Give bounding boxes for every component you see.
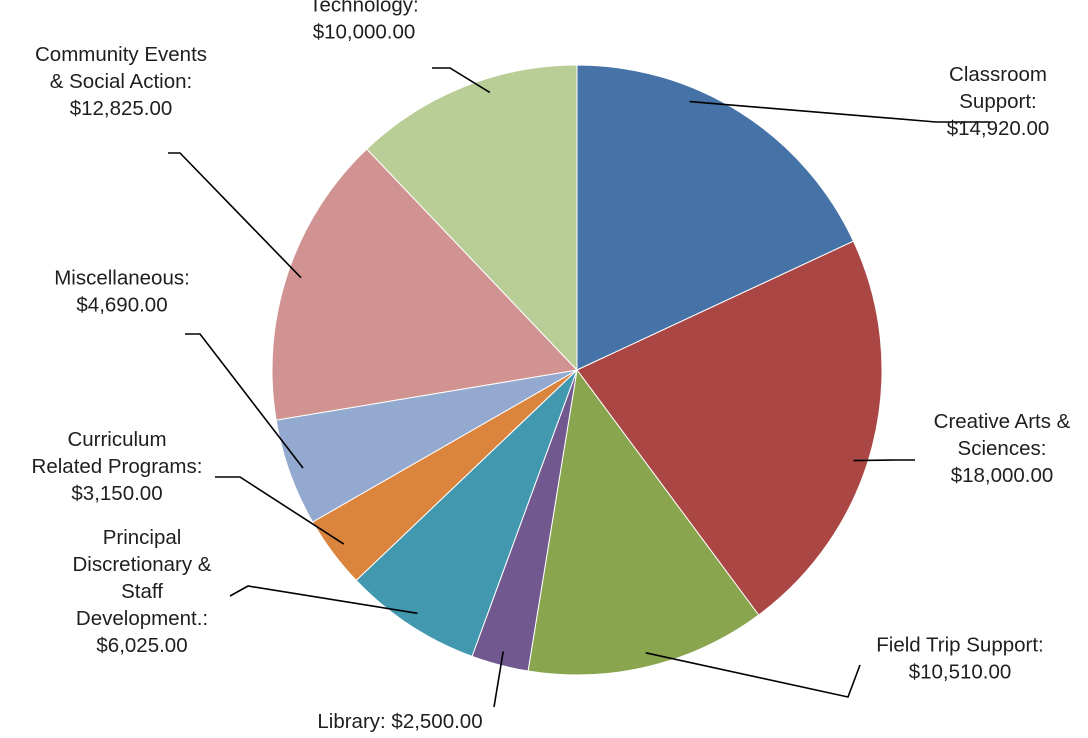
slice-label: Classroom Support: $14,920.00 bbox=[947, 63, 1050, 140]
slice-name-label: Development.: bbox=[76, 607, 208, 630]
slice-label: Community Events & Social Action: $12,825.… bbox=[35, 43, 207, 120]
slice-label: Curriculum Related Programs: $3,150.00 bbox=[32, 428, 203, 505]
slice-value-label: $12,825.00 bbox=[70, 97, 173, 120]
slice-value-label: $10,510.00 bbox=[909, 661, 1012, 684]
slice-name-label: Discretionary & bbox=[73, 553, 212, 576]
pie-slice-field-trip-support bbox=[527, 368, 760, 676]
slice-name-label: Community Events bbox=[35, 43, 207, 66]
slice-name-label: Related Programs: bbox=[32, 455, 203, 478]
slice-name-label: Support: bbox=[959, 90, 1037, 113]
leader-line bbox=[215, 476, 345, 545]
slice-value-label: $6,025.00 bbox=[96, 634, 187, 657]
leader-line bbox=[853, 459, 915, 462]
slice-name-label: Library: $2,500.00 bbox=[317, 710, 482, 733]
leader-line bbox=[432, 67, 491, 94]
leader-line bbox=[689, 100, 990, 123]
slice-name-label: & Social Action: bbox=[50, 70, 192, 93]
slice-label: Technology: $10,000.00 bbox=[309, 0, 418, 44]
pie-slice-community-events-social-action bbox=[271, 148, 579, 421]
slice-value-label: $14,920.00 bbox=[947, 117, 1050, 140]
slice-name-label: Curriculum bbox=[67, 428, 166, 451]
slice-name-label: Sciences: bbox=[958, 437, 1047, 460]
leader-line bbox=[185, 333, 304, 469]
slice-value-label: $3,150.00 bbox=[71, 482, 162, 505]
slice-label: Principal Discretionary & Staff Development… bbox=[73, 526, 212, 657]
slice-label: Creative Arts & Sciences: $18,000.00 bbox=[934, 410, 1071, 487]
pie-slices bbox=[271, 64, 883, 676]
slice-label: Library: $2,500.00 bbox=[317, 710, 482, 733]
slice-value-label: $4,690.00 bbox=[76, 294, 167, 317]
pie-slice-technology bbox=[366, 64, 578, 372]
slice-labels: Classroom Support: $14,920.00 Creative Arts… bbox=[32, 0, 1071, 733]
pie-slice-classroom-support bbox=[576, 64, 855, 371]
slice-name-label: Classroom bbox=[949, 63, 1047, 86]
leader-lines bbox=[168, 67, 990, 708]
slice-name-label: Technology: bbox=[309, 0, 418, 17]
pie-slice-principal-discretionary-staff-development bbox=[355, 369, 578, 658]
slice-name-label: Creative Arts & bbox=[934, 410, 1071, 433]
slice-label: Field Trip Support: $10,510.00 bbox=[876, 634, 1044, 684]
leader-line bbox=[493, 651, 504, 708]
leader-line bbox=[168, 152, 302, 279]
slice-value-label: $18,000.00 bbox=[951, 464, 1054, 487]
slice-name-label: Principal bbox=[103, 526, 182, 549]
slice-name-label: Field Trip Support: bbox=[876, 634, 1044, 657]
slice-value-label: $10,000.00 bbox=[313, 21, 416, 44]
slice-name-label: Miscellaneous: bbox=[54, 267, 190, 290]
leader-line bbox=[645, 652, 861, 698]
slice-name-label: Staff bbox=[121, 580, 163, 603]
leader-line bbox=[229, 585, 418, 615]
slice-label: Miscellaneous: $4,690.00 bbox=[54, 267, 190, 317]
pie-slice-creative-arts-sciences bbox=[576, 240, 883, 616]
